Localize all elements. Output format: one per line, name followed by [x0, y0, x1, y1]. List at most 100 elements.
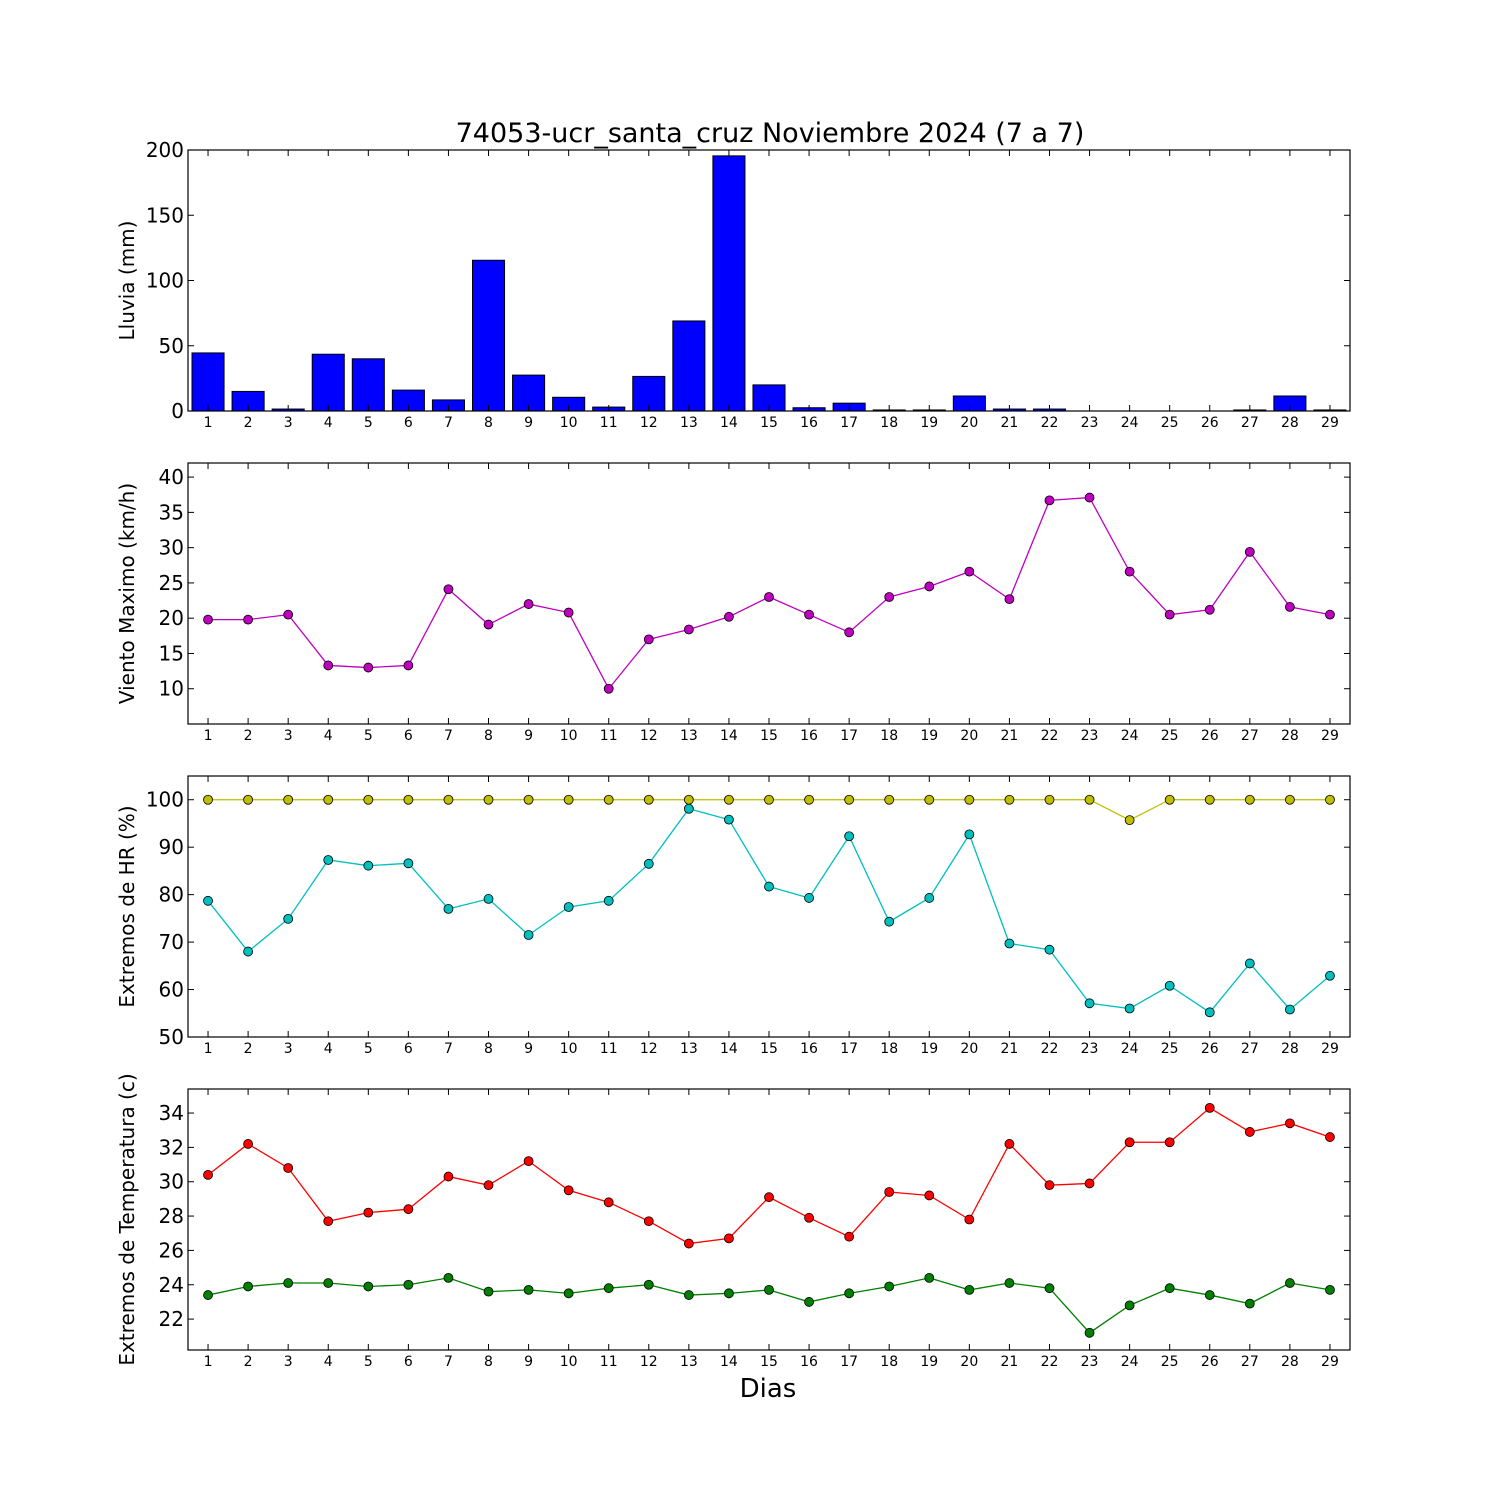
x-tick-label: 9 [524, 728, 533, 744]
series-1-point-day-25 [1164, 609, 1175, 620]
x-tick-label: 26 [1201, 415, 1219, 431]
x-tick-label: 18 [880, 415, 898, 431]
x-tick-label: 13 [680, 728, 698, 744]
x-tick-label: 13 [680, 1041, 698, 1057]
x-tick-label: 1 [204, 728, 213, 744]
series-1-point-day-29 [1325, 1132, 1335, 1142]
x-tick-label: 8 [484, 728, 493, 744]
rain-bar-day-13 [672, 320, 706, 412]
series-1-point-day-11 [603, 1197, 614, 1208]
series-1-point-day-23 [1084, 1178, 1095, 1189]
x-tick-label: 3 [284, 1041, 293, 1057]
x-tick-label: 6 [404, 728, 413, 744]
series-1-point-day-12 [643, 794, 654, 805]
x-tick-label: 4 [324, 1354, 333, 1370]
x-tick-label: 13 [680, 1354, 698, 1370]
series-1-point-day-5 [363, 1207, 374, 1218]
series-1-point-day-17 [844, 1231, 855, 1242]
series-line-2 [207, 807, 1331, 1014]
series-1-point-day-8 [483, 619, 494, 630]
y-axis-label: Extremos de Temperatura (c) [115, 1073, 139, 1365]
x-tick-label: 21 [1000, 1354, 1018, 1370]
y-axis-label: Extremos de HR (%) [115, 805, 139, 1007]
series-2-point-day-25 [1164, 1283, 1175, 1294]
y-tick-label: 30 [159, 536, 184, 560]
series-2-point-day-7 [443, 1272, 454, 1283]
x-tick-label: 16 [800, 728, 818, 744]
x-tick-label: 25 [1161, 728, 1179, 744]
x-tick-label: 25 [1161, 1041, 1179, 1057]
series-2-point-day-12 [643, 1279, 654, 1290]
series-2-point-day-20 [964, 829, 975, 840]
x-axis-label: Dias [740, 1374, 797, 1404]
y-tick-label: 60 [159, 978, 184, 1002]
x-tick-label: 9 [524, 1354, 533, 1370]
y-tick-label: 26 [159, 1238, 184, 1262]
series-2-point-day-1 [203, 895, 213, 906]
series-1-point-day-5 [363, 794, 374, 805]
series-2-point-day-23 [1084, 1327, 1095, 1338]
series-2-point-day-26 [1204, 1290, 1215, 1300]
series-1-point-day-18 [884, 592, 895, 602]
series-1-point-day-11 [603, 794, 614, 805]
series-2-point-day-29 [1325, 1285, 1335, 1295]
series-1-point-day-15 [764, 1192, 774, 1203]
x-tick-label: 22 [1041, 415, 1059, 431]
series-1-point-day-8 [483, 1180, 494, 1191]
x-tick-label: 10 [560, 415, 578, 431]
y-tick-label: 24 [159, 1273, 184, 1297]
series-2-point-day-19 [924, 1272, 935, 1283]
series-1-point-day-15 [764, 794, 774, 805]
series-1-point-day-28 [1284, 1118, 1295, 1129]
x-tick-label: 28 [1281, 1354, 1299, 1370]
series-2-point-day-9 [523, 930, 534, 940]
x-tick-label: 27 [1241, 1354, 1259, 1370]
x-tick-label: 7 [444, 728, 453, 744]
x-tick-label: 12 [640, 728, 658, 744]
y-tick-label: 30 [159, 1170, 184, 1194]
x-tick-label: 13 [680, 415, 698, 431]
series-2-point-day-14 [724, 1288, 734, 1299]
x-tick-label: 4 [324, 1041, 333, 1057]
series-1-point-day-5 [363, 662, 374, 673]
series-1-point-day-6 [403, 660, 414, 671]
x-tick-label: 14 [720, 415, 738, 431]
y-tick-label: 150 [146, 203, 184, 227]
series-1-point-day-29 [1325, 609, 1335, 620]
series-2-point-day-16 [804, 1297, 814, 1307]
series-1-point-day-17 [844, 794, 855, 805]
series-1-point-day-24 [1124, 815, 1135, 826]
series-2-point-day-10 [563, 1288, 574, 1299]
series-2-point-day-18 [884, 916, 895, 927]
x-tick-label: 1 [204, 1354, 213, 1370]
series-1-point-day-24 [1124, 566, 1135, 577]
series-2-point-day-28 [1284, 1278, 1295, 1288]
y-axis-label: Viento Maximo (km/h) [115, 483, 139, 704]
series-1-point-day-1 [203, 794, 213, 805]
series-1-point-day-6 [403, 794, 414, 805]
x-tick-label: 7 [444, 1041, 453, 1057]
series-1-point-day-2 [243, 794, 254, 805]
x-tick-label: 17 [840, 415, 858, 431]
series-1-point-day-27 [1244, 1127, 1255, 1137]
series-1-point-day-23 [1084, 492, 1095, 503]
series-1-point-day-14 [724, 794, 734, 805]
x-tick-label: 26 [1201, 728, 1219, 744]
x-tick-label: 8 [484, 1041, 493, 1057]
x-tick-label: 17 [840, 728, 858, 744]
series-2-point-day-20 [964, 1285, 975, 1295]
series-1-point-day-26 [1204, 1102, 1215, 1113]
series-2-point-day-1 [203, 1290, 213, 1300]
series-2-point-day-15 [764, 881, 774, 892]
x-tick-label: 27 [1241, 1041, 1259, 1057]
x-tick-label: 8 [484, 415, 493, 431]
series-2-point-day-19 [924, 893, 935, 903]
x-tick-label: 19 [920, 1354, 938, 1370]
x-tick-label: 5 [364, 1041, 373, 1057]
x-tick-label: 24 [1121, 728, 1139, 744]
series-1-point-day-9 [523, 794, 534, 805]
figure-title: 74053-ucr_santa_cruz Noviembre 2024 (7 a… [456, 118, 1085, 149]
